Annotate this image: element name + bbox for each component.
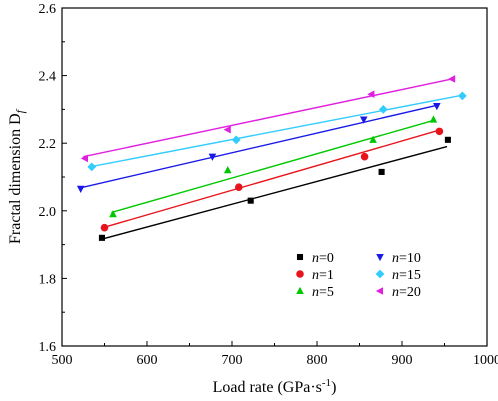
x-tick-label: 800: [307, 353, 328, 368]
point-n-10: [76, 185, 85, 194]
point-n-15: [457, 91, 467, 101]
point-n-0: [247, 197, 254, 204]
y-tick-label: 2.6: [39, 2, 57, 17]
point-n-5: [369, 135, 377, 143]
x-tick-label: 600: [137, 353, 158, 368]
legend-label-n-1: n=1: [312, 268, 334, 283]
point-n-20: [80, 154, 88, 163]
point-n-1: [100, 223, 109, 232]
point-n-10: [208, 153, 217, 161]
fit-line-n-5: [111, 119, 435, 214]
legend-marker-n-20: [375, 287, 384, 295]
legend-label-n-5: n=5: [312, 285, 334, 300]
point-n-15: [231, 135, 241, 145]
y-tick-label: 1.8: [39, 272, 57, 287]
point-n-5: [223, 166, 232, 174]
legend-marker-n-0: [296, 253, 304, 261]
y-tick-label: 1.6: [39, 340, 57, 355]
legend-label-n-10: n=10: [392, 251, 421, 266]
fit-lines: [78, 78, 463, 241]
point-n-15: [378, 105, 388, 114]
legend-marker-n-10: [376, 253, 384, 262]
x-tick-label: 1000: [473, 353, 498, 368]
x-tick-label: 900: [392, 353, 413, 368]
fit-line-n-10: [78, 104, 438, 189]
point-n-1: [235, 183, 243, 191]
data-points: [76, 75, 467, 241]
y-axis-ticks: 1.6 1.8 2.0 2.2 2.4 2.6: [39, 2, 67, 355]
x-axis-title: Load rate (GPa·s-1): [213, 377, 337, 396]
legend-marker-n-1: [296, 270, 304, 278]
y-tick-label: 2.4: [39, 70, 57, 85]
point-n-5: [109, 210, 117, 218]
fit-line-n-0: [100, 145, 448, 241]
point-n-15: [87, 162, 97, 172]
point-n-1: [435, 127, 444, 136]
legend-label-n-15: n=15: [392, 268, 421, 283]
legend-marker-n-15: [375, 269, 385, 279]
point-n-20: [367, 90, 375, 98]
legend-marker-n-5: [296, 286, 304, 295]
y-axis-title: Fractal dimension Df: [7, 108, 27, 244]
point-n-20: [447, 75, 456, 83]
x-tick-label: 500: [52, 353, 73, 368]
y-tick-label: 2.2: [39, 137, 57, 152]
x-tick-label: 700: [222, 353, 243, 368]
point-n-1: [360, 152, 369, 161]
fit-line-n-1: [102, 129, 439, 229]
point-n-10: [433, 102, 441, 111]
fit-line-n-15: [89, 94, 463, 168]
legend-label-n-0: n=0: [312, 251, 334, 266]
legend: n=0 n=1 n=5 n=10 n=15 n=20: [296, 251, 421, 300]
point-n-0: [444, 136, 451, 143]
x-axis-ticks: 500 600 700 800 900 1000: [52, 341, 498, 368]
point-n-20: [223, 125, 231, 134]
fit-line-n-20: [83, 78, 453, 158]
point-n-0: [378, 168, 385, 175]
legend-label-n-20: n=20: [392, 285, 421, 300]
point-n-0: [98, 234, 105, 241]
y-tick-label: 2.0: [39, 205, 57, 220]
point-n-10: [359, 116, 368, 124]
point-n-5: [429, 115, 438, 123]
